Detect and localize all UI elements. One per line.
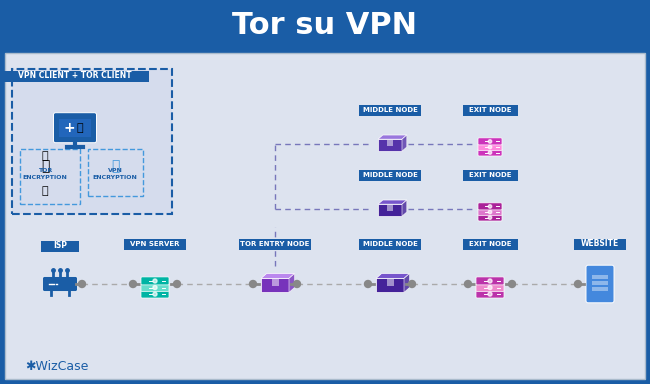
Circle shape: [488, 140, 491, 143]
Text: VPN
ENCRYPTION: VPN ENCRYPTION: [92, 169, 137, 180]
FancyBboxPatch shape: [0, 0, 650, 50]
Text: 🔒: 🔒: [41, 159, 49, 173]
Polygon shape: [376, 273, 410, 278]
Circle shape: [488, 292, 492, 296]
Text: MIDDLE NODE: MIDDLE NODE: [363, 172, 417, 178]
Text: 🔒: 🔒: [77, 123, 83, 133]
Bar: [387, 140, 393, 146]
Text: 🔑: 🔑: [42, 186, 48, 196]
Polygon shape: [378, 200, 407, 204]
Circle shape: [488, 145, 491, 149]
FancyBboxPatch shape: [141, 277, 169, 285]
Circle shape: [408, 280, 415, 288]
Text: EXIT NODE: EXIT NODE: [469, 107, 512, 113]
Text: EXIT NODE: EXIT NODE: [469, 241, 512, 247]
Circle shape: [79, 280, 86, 288]
Polygon shape: [404, 273, 410, 292]
Text: TOR ENTRY NODE: TOR ENTRY NODE: [240, 241, 309, 247]
FancyBboxPatch shape: [478, 138, 502, 145]
Text: VPN CLIENT + TOR CLIENT: VPN CLIENT + TOR CLIENT: [18, 71, 132, 81]
Polygon shape: [402, 135, 407, 151]
Polygon shape: [378, 204, 402, 216]
Text: ✱WizCase: ✱WizCase: [25, 359, 88, 372]
FancyBboxPatch shape: [478, 143, 502, 151]
Text: EXIT NODE: EXIT NODE: [469, 172, 512, 178]
Text: MIDDLE NODE: MIDDLE NODE: [363, 241, 417, 247]
Text: Tor su VPN: Tor su VPN: [233, 10, 417, 40]
FancyBboxPatch shape: [478, 209, 502, 215]
Circle shape: [488, 285, 492, 290]
Polygon shape: [261, 278, 289, 292]
Circle shape: [488, 205, 491, 208]
Bar: [387, 279, 393, 286]
FancyBboxPatch shape: [592, 275, 608, 279]
Polygon shape: [402, 200, 407, 216]
FancyBboxPatch shape: [476, 283, 504, 291]
Circle shape: [575, 280, 582, 288]
FancyBboxPatch shape: [359, 169, 421, 180]
Text: 🔒: 🔒: [111, 159, 119, 173]
FancyBboxPatch shape: [476, 277, 504, 285]
FancyBboxPatch shape: [592, 287, 608, 291]
FancyBboxPatch shape: [478, 149, 502, 156]
Text: +: +: [64, 121, 75, 135]
FancyBboxPatch shape: [592, 281, 608, 285]
FancyBboxPatch shape: [12, 69, 172, 214]
FancyBboxPatch shape: [141, 283, 169, 291]
Circle shape: [488, 151, 491, 154]
Circle shape: [250, 280, 257, 288]
Text: VPN SERVER: VPN SERVER: [130, 241, 180, 247]
Polygon shape: [289, 273, 294, 292]
FancyBboxPatch shape: [359, 104, 421, 116]
Text: MIDDLE NODE: MIDDLE NODE: [363, 107, 417, 113]
FancyBboxPatch shape: [43, 276, 77, 291]
Circle shape: [488, 279, 492, 283]
FancyBboxPatch shape: [574, 238, 626, 250]
Text: WEBSITE: WEBSITE: [581, 240, 619, 248]
Circle shape: [174, 280, 181, 288]
Circle shape: [294, 280, 300, 288]
FancyBboxPatch shape: [41, 240, 79, 252]
Circle shape: [365, 280, 372, 288]
FancyBboxPatch shape: [359, 238, 421, 250]
Text: 🔑: 🔑: [42, 151, 48, 161]
Polygon shape: [378, 139, 402, 151]
FancyBboxPatch shape: [239, 238, 311, 250]
FancyBboxPatch shape: [463, 104, 517, 116]
FancyBboxPatch shape: [463, 169, 517, 180]
Circle shape: [488, 210, 491, 214]
FancyBboxPatch shape: [1, 71, 149, 81]
FancyBboxPatch shape: [478, 203, 502, 210]
FancyBboxPatch shape: [463, 238, 517, 250]
Circle shape: [129, 280, 136, 288]
Bar: [272, 279, 278, 286]
FancyBboxPatch shape: [53, 113, 96, 143]
Polygon shape: [261, 273, 294, 278]
Text: ISP: ISP: [53, 242, 67, 250]
FancyBboxPatch shape: [478, 214, 502, 221]
Circle shape: [488, 216, 491, 219]
FancyBboxPatch shape: [141, 290, 169, 298]
FancyBboxPatch shape: [124, 238, 186, 250]
Polygon shape: [376, 278, 404, 292]
FancyBboxPatch shape: [586, 265, 614, 303]
Circle shape: [153, 292, 157, 296]
FancyBboxPatch shape: [59, 119, 90, 137]
Circle shape: [508, 280, 515, 288]
Circle shape: [153, 285, 157, 290]
Bar: [387, 205, 393, 211]
FancyBboxPatch shape: [5, 53, 645, 379]
FancyBboxPatch shape: [476, 290, 504, 298]
Circle shape: [153, 279, 157, 283]
Polygon shape: [378, 135, 407, 139]
Text: TOR
ENCRYPTION: TOR ENCRYPTION: [23, 169, 68, 180]
Circle shape: [465, 280, 471, 288]
